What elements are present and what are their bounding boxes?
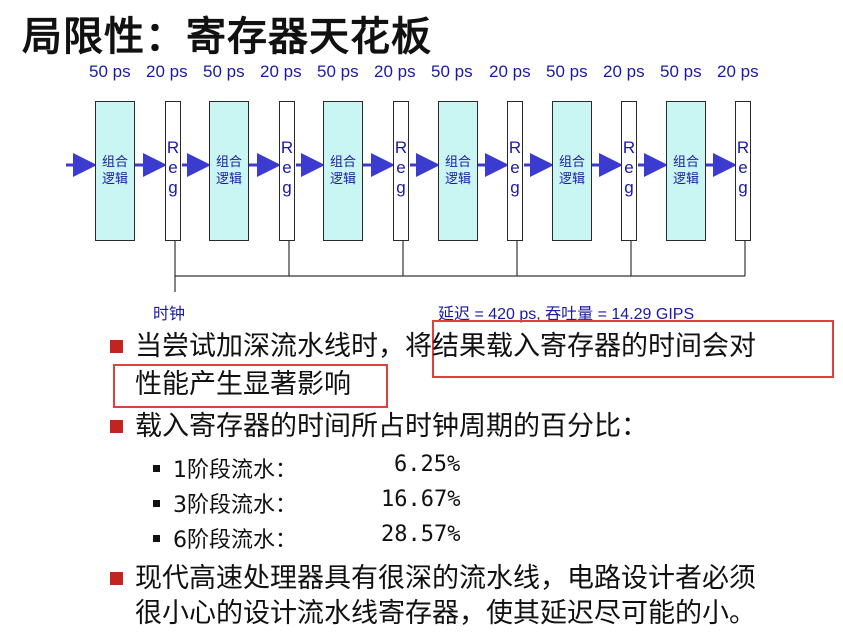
sub-bullet-marker	[153, 500, 160, 507]
bullet-marker	[110, 572, 123, 585]
combinational-logic-block: 组合 逻辑	[323, 101, 363, 241]
combinational-logic-block: 组合 逻辑	[438, 101, 478, 241]
sub-bullet-marker	[153, 465, 160, 472]
highlight-box	[113, 364, 388, 408]
sub-bullet-marker	[153, 535, 160, 542]
sub-item-label: 6阶段流水：	[173, 528, 297, 553]
timing-label: 20 ps	[146, 62, 188, 81]
sub-item-label: 3阶段流水：	[173, 493, 297, 518]
timing-label: 50 ps	[89, 62, 131, 81]
bullet-text: 当尝试加深流水线时，将结果载入寄存器的时间会对	[135, 331, 756, 362]
bullet-text: 现代高速处理器具有很深的流水线，电路设计者必须	[135, 563, 756, 594]
sub-item-label: 1阶段流水：	[173, 458, 297, 483]
combinational-logic-block: 组合 逻辑	[95, 101, 135, 241]
bullet-text: 性能产生显著影响	[135, 369, 351, 400]
combinational-logic-block: 组合 逻辑	[209, 101, 249, 241]
bullet-marker	[110, 420, 123, 433]
timing-label: 20 ps	[260, 62, 302, 81]
timing-label: 20 ps	[489, 62, 531, 81]
sub-item-value: 28.57%	[381, 522, 461, 547]
highlight-box	[432, 320, 834, 378]
page-title: 局限性：寄存器天花板	[22, 14, 432, 60]
timing-label: 50 ps	[546, 62, 588, 81]
timing-label: 50 ps	[431, 62, 473, 81]
combinational-logic-block: 组合 逻辑	[552, 101, 592, 241]
clock-label: 时钟	[153, 304, 186, 323]
bullet-text: 载入寄存器的时间所占时钟周期的百分比：	[135, 411, 648, 442]
sub-item-value: 6.25%	[394, 452, 461, 477]
sub-item-value: 16.67%	[381, 487, 461, 512]
combinational-logic-block: 组合 逻辑	[666, 101, 706, 241]
timing-label: 50 ps	[660, 62, 702, 81]
bullet-text: 很小心的设计流水线寄存器，使其延迟尽可能的小。	[135, 598, 756, 629]
pipeline-connectors	[66, 153, 746, 292]
latency-throughput-label: 延迟 = 420 ps, 吞吐量 = 14.29 GIPS	[438, 306, 695, 323]
bullet-marker	[110, 340, 123, 353]
timing-label: 50 ps	[317, 62, 359, 81]
timing-label: 20 ps	[717, 62, 759, 81]
timing-label: 20 ps	[374, 62, 416, 81]
timing-label: 20 ps	[603, 62, 645, 81]
timing-label: 50 ps	[203, 62, 245, 81]
